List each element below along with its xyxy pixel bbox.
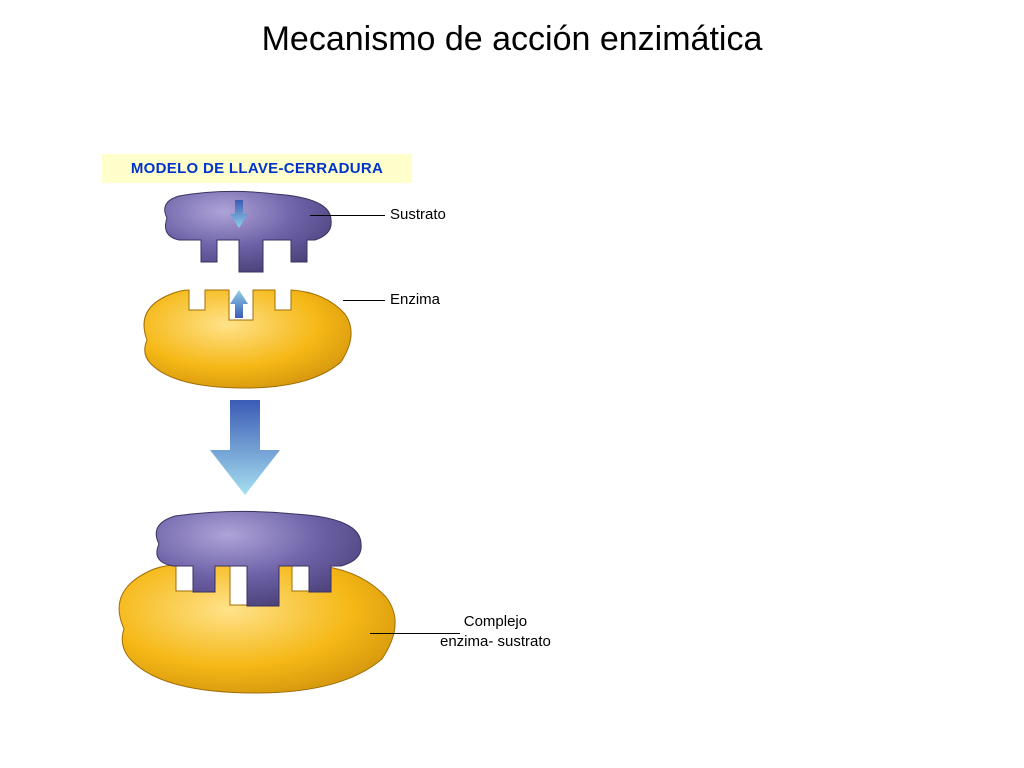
model-banner: MODELO DE LLAVE-CERRADURA: [102, 154, 412, 183]
arrow-up-icon: [230, 290, 248, 318]
complex-label: Complejo enzima- sustrato: [440, 612, 551, 653]
transition-arrow-icon: [210, 400, 280, 495]
page-title: Mecanismo de acción enzimática: [0, 20, 1024, 59]
complex-label-line2: enzima- sustrato: [440, 632, 551, 652]
leader-line: [343, 300, 385, 301]
stage-complex: [110, 510, 400, 690]
leader-line: [310, 215, 385, 216]
complex-sustrato-shape: [145, 510, 367, 610]
enzima-label: Enzima: [390, 291, 440, 308]
sustrato-label: Sustrato: [390, 206, 446, 223]
stage-separate: [135, 190, 375, 400]
complex-label-line1: Complejo: [440, 612, 551, 632]
arrow-down-icon: [230, 200, 248, 228]
